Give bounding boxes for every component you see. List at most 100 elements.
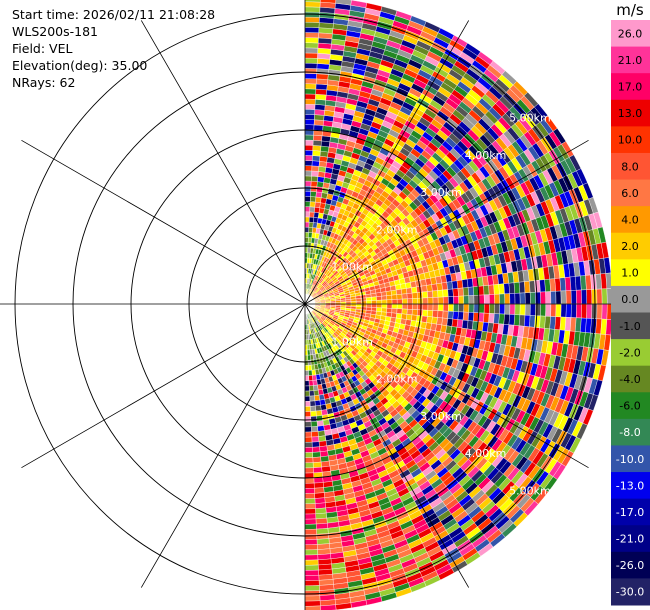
- velocity-gate: [304, 114, 315, 120]
- velocity-gate: [304, 354, 309, 361]
- velocity-gate: [304, 242, 309, 248]
- velocity-gate: [355, 303, 362, 308]
- velocity-gate: [391, 308, 398, 314]
- velocity-gate: [311, 441, 320, 448]
- velocity-gate: [524, 292, 531, 305]
- velocity-gate: [467, 312, 475, 322]
- velocity-gate: [304, 370, 309, 376]
- velocity-gate: [406, 292, 413, 299]
- velocity-gate: [427, 290, 434, 298]
- velocity-gate: [304, 247, 309, 254]
- velocity-gate: [555, 303, 562, 318]
- elevation-label: Elevation(deg): 35.00: [12, 58, 148, 73]
- velocity-gate: [304, 564, 319, 571]
- velocity-gate: [310, 181, 318, 187]
- velocity-gate: [514, 292, 521, 305]
- velocity-gate: [601, 288, 608, 305]
- velocity-gate: [421, 285, 428, 293]
- colorbar-tick-label: -30.0: [616, 586, 644, 599]
- velocity-gate: [523, 281, 531, 294]
- velocity-gate: [402, 303, 408, 310]
- velocity-gate: [560, 303, 567, 318]
- velocity-gate: [304, 365, 309, 371]
- velocity-gate: [596, 288, 603, 305]
- velocity-gate: [499, 303, 505, 315]
- velocity-gate: [442, 289, 449, 298]
- velocity-gate: [437, 303, 444, 312]
- velocity-gate: [304, 160, 313, 167]
- velocity-gate: [304, 462, 314, 469]
- velocity-gate: [309, 395, 316, 402]
- velocity-gate: [314, 394, 320, 402]
- velocity-gate: [304, 452, 313, 458]
- velocity-gate: [545, 303, 552, 317]
- velocity-gate: [313, 119, 324, 126]
- velocity-gate: [314, 487, 325, 494]
- velocity-gate: [312, 374, 317, 381]
- velocity-gate: [307, 364, 312, 371]
- velocity-gate: [427, 297, 434, 305]
- velocity-gate: [304, 554, 319, 561]
- velocity-gate: [304, 503, 316, 510]
- velocity-gate: [513, 314, 521, 326]
- velocity-gate: [304, 170, 312, 177]
- velocity-gate: [489, 303, 495, 314]
- velocity-gate: [581, 289, 587, 305]
- velocity-gate: [315, 405, 322, 412]
- velocity-gate: [315, 78, 328, 86]
- velocity-gate: [304, 201, 311, 207]
- velocity-gate: [304, 600, 321, 607]
- velocity-gate: [432, 303, 439, 311]
- velocity-gate: [560, 290, 567, 305]
- nrays-label: NRays: 62: [12, 75, 76, 90]
- velocity-gate: [463, 295, 470, 305]
- velocity-gate: [309, 390, 315, 397]
- velocity-gate: [309, 206, 316, 213]
- velocity-gate: [601, 303, 608, 320]
- velocity-gate: [360, 297, 367, 302]
- velocity-gate: [406, 314, 413, 321]
- velocity-gate: [386, 294, 393, 301]
- velocity-gate: [442, 296, 449, 305]
- velocity-gate: [309, 201, 316, 208]
- velocity-gate: [304, 206, 311, 213]
- velocity-gate: [304, 78, 317, 85]
- velocity-gate: [304, 431, 312, 438]
- ring-label: 4.00km: [465, 149, 507, 162]
- velocity-gate: [304, 22, 320, 28]
- velocity-gate: [421, 315, 428, 323]
- velocity-gate: [304, 124, 315, 131]
- velocity-gate: [447, 288, 454, 297]
- colorbar-tick-label: -10.0: [616, 453, 644, 466]
- velocity-gate: [381, 299, 388, 305]
- velocity-gate: [499, 293, 505, 305]
- velocity-gate: [518, 314, 526, 327]
- velocity-gate: [312, 451, 321, 458]
- colorbar-tick-label: -17.0: [616, 506, 644, 519]
- velocity-gate: [586, 303, 593, 319]
- velocity-gate: [304, 98, 316, 105]
- velocity-gate: [310, 191, 317, 198]
- velocity-gate: [503, 313, 510, 325]
- colorbar-tick-label: 6.0: [621, 187, 639, 200]
- velocity-gate: [370, 292, 377, 298]
- velocity-gate: [313, 124, 324, 131]
- velocity-gate: [462, 311, 469, 321]
- velocity-gate: [304, 406, 311, 412]
- velocity-gate: [447, 311, 454, 320]
- velocity-gate: [478, 285, 485, 296]
- ring-label: 5.00km: [509, 112, 551, 125]
- colorbar-tick-label: 26.0: [618, 27, 643, 40]
- ring-label: 3.00km: [420, 410, 462, 423]
- velocity-gate: [304, 37, 319, 44]
- velocity-gate: [371, 300, 377, 305]
- velocity-gate: [304, 0, 321, 3]
- velocity-gate: [304, 232, 309, 238]
- velocity-gate: [308, 385, 315, 392]
- velocity-gate: [315, 522, 328, 530]
- velocity-gate: [478, 294, 485, 305]
- velocity-gate: [311, 426, 319, 433]
- colorbar-tick-label: 13.0: [618, 107, 643, 120]
- velocity-gate: [304, 498, 316, 504]
- colorbar-tick-label: 21.0: [618, 54, 643, 67]
